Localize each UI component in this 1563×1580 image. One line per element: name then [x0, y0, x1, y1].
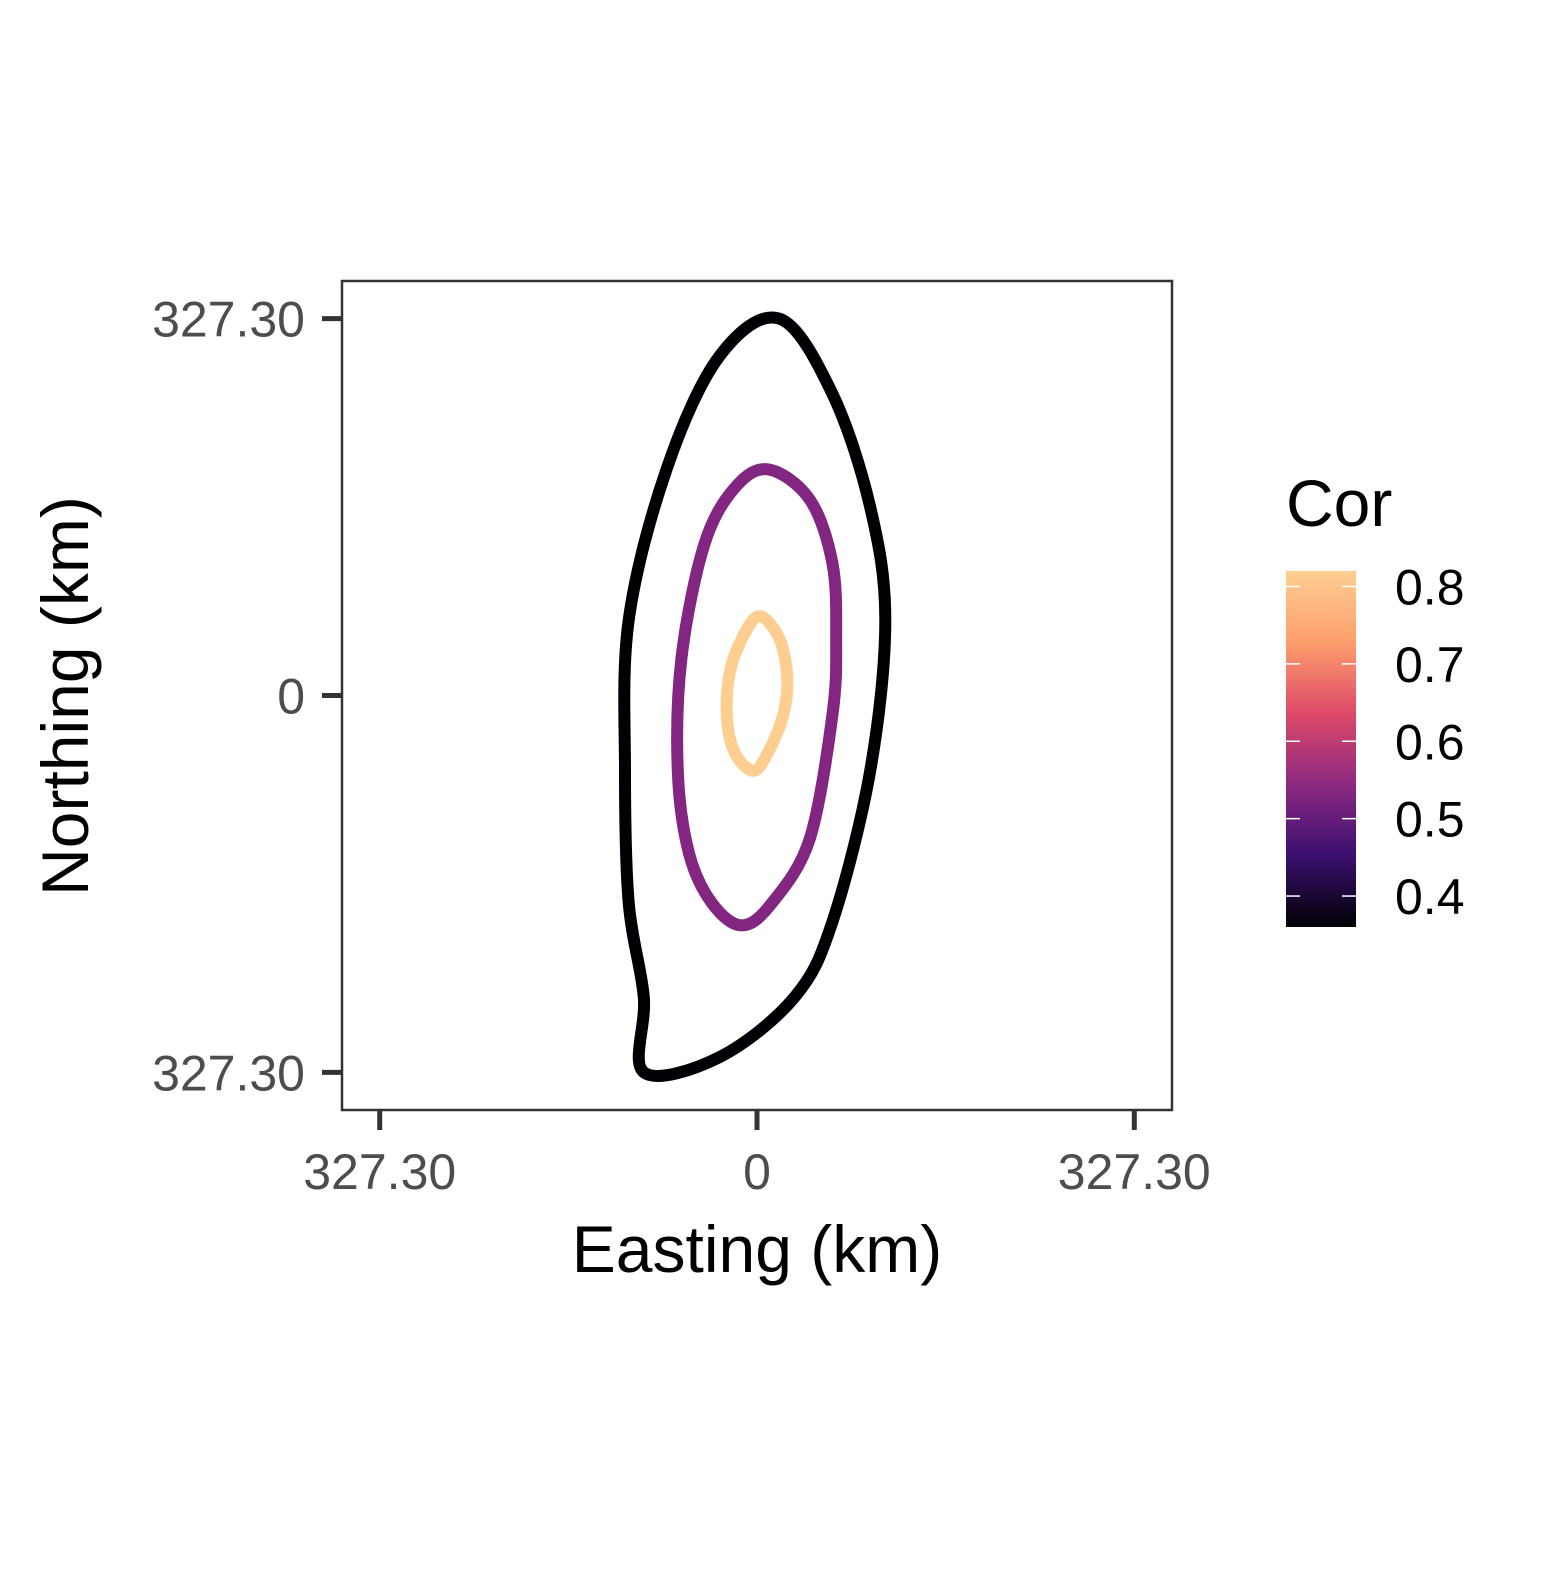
y-tick-label: 0: [277, 669, 305, 725]
legend-colorbar: [1286, 571, 1356, 927]
legend: Cor 0.8 0.7 0.6 0.5 0.4: [1286, 466, 1465, 927]
contour-0.8: [720, 610, 794, 777]
plot-panel: [340, 279, 1174, 1112]
legend-label: 0.5: [1395, 792, 1465, 848]
y-tick-label: 327.30: [152, 1045, 305, 1101]
contour-0.5: [671, 463, 843, 932]
y-tick-label: 327.30: [152, 292, 305, 348]
legend-title: Cor: [1286, 466, 1392, 540]
y-axis: 327.30 0 327.30: [152, 292, 342, 1101]
x-axis: 327.30 0 327.30: [303, 1110, 1211, 1200]
legend-label: 0.7: [1395, 637, 1465, 693]
x-axis-title: Easting (km): [572, 1212, 942, 1286]
x-tick-label: 0: [743, 1144, 771, 1200]
contour-lines: [618, 311, 892, 1082]
x-tick-label: 327.30: [303, 1144, 456, 1200]
x-tick-label: 327.30: [1058, 1144, 1211, 1200]
y-axis-title: Northing (km): [28, 496, 102, 896]
legend-label: 0.6: [1395, 714, 1465, 770]
legend-label: 0.4: [1395, 869, 1465, 925]
contour-0.4: [618, 311, 892, 1082]
legend-label: 0.8: [1395, 559, 1465, 615]
